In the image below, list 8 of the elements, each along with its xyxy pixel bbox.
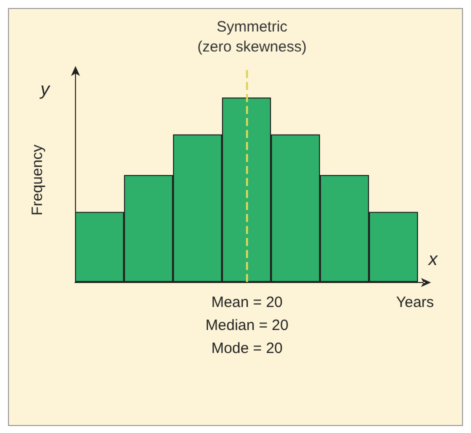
chart-title: Symmetric (zero skewness): [197, 18, 307, 56]
text: Median = 20: [206, 317, 288, 334]
y-axis-title: Frequency: [29, 144, 46, 216]
text: y: [38, 79, 50, 99]
x-axis-title: Years: [396, 294, 434, 311]
text: Mode = 20: [211, 340, 283, 357]
text: Mean = 20: [211, 294, 283, 311]
text: x: [428, 249, 438, 269]
